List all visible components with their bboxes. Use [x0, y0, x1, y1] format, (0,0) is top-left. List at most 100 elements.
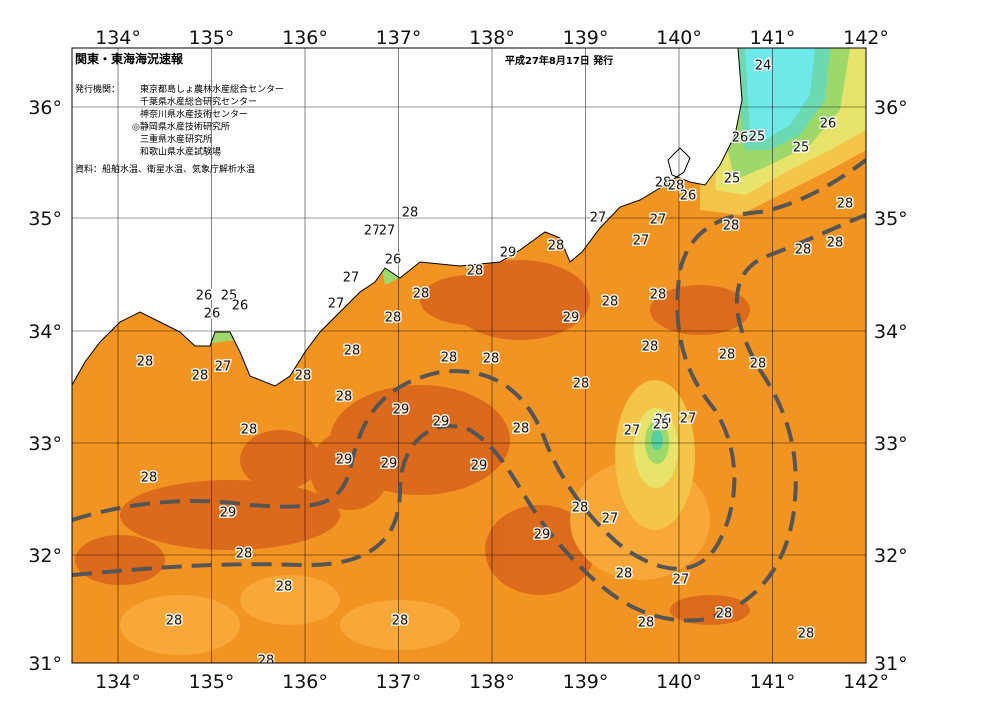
lat-label-right: 34° [874, 321, 908, 343]
lat-label-left: 34° [28, 321, 62, 343]
lat-label-right: 36° [874, 97, 908, 119]
contour-label: 27 [624, 424, 641, 439]
contour-label: 27 [650, 213, 667, 228]
contour-label: 28 [723, 219, 740, 234]
contour-label: 26 [204, 307, 221, 322]
contour-label: 28 [513, 422, 530, 437]
contour-label: 28 [638, 616, 655, 631]
lat-label-right: 33° [874, 433, 908, 455]
contour-label: 29 [220, 506, 237, 521]
contour-label: 28 [402, 206, 419, 221]
lon-label-bottom: 137° [376, 671, 422, 693]
contour-label: 28 [467, 264, 484, 279]
lat-label-left: 36° [28, 97, 62, 119]
lon-label-top: 142° [843, 27, 889, 49]
lat-label-right: 31° [874, 653, 908, 675]
contour-label: 27 [590, 211, 607, 226]
contour-label: 28 [837, 197, 854, 212]
issuer: 三重県水産研究所 [140, 133, 212, 145]
issuer-label: 発行機関： [75, 83, 120, 95]
contour-label: 27 [379, 224, 396, 239]
contour-label: 27 [680, 412, 697, 427]
lon-label-top: 141° [750, 27, 796, 49]
contour-label: 28 [750, 357, 767, 372]
lon-label-top: 135° [189, 27, 235, 49]
contour-label: 26 [820, 117, 837, 132]
contour-label: 28 [166, 614, 183, 629]
issuer: 神奈川県水産技術センター [140, 108, 248, 120]
issuer: 千葉県水産総合研究センター [140, 96, 257, 108]
issuer: 東京都島しょ農林水産総合センター [140, 83, 284, 95]
current-axis [72, 158, 866, 623]
contour-label: 28 [716, 607, 733, 622]
land [72, 48, 743, 387]
contour-label: 28 [441, 351, 458, 366]
contour-label: 25 [653, 418, 670, 433]
contour-label: 28 [276, 580, 293, 595]
lon-label-top: 137° [376, 27, 422, 49]
contour-label: 28 [548, 239, 565, 254]
contour-label: 26 [196, 289, 213, 304]
lon-label-bottom: 140° [656, 671, 702, 693]
contour-label: 28 [798, 627, 815, 642]
contour-label: 28 [258, 654, 275, 669]
contour-label: 26 [385, 253, 402, 268]
lon-label-bottom: 136° [282, 671, 328, 693]
contour-label: 24 [755, 59, 772, 74]
contour-label: 28 [572, 501, 589, 516]
lon-label-top: 140° [656, 27, 702, 49]
source: 資料：船舶水温、衛星水温、気象庁解析水温 [75, 163, 255, 175]
lon-label-bottom: 142° [843, 671, 889, 693]
lat-label-left: 32° [28, 545, 62, 567]
contour-label: 27 [673, 573, 690, 588]
lon-label-bottom: 139° [563, 671, 609, 693]
contour-label: 29 [381, 457, 398, 472]
contour-label: 28 [483, 352, 500, 367]
contour-label: 28 [385, 311, 402, 326]
contour-label: 28 [236, 547, 253, 562]
contour-label: 25 [793, 141, 810, 156]
lon-label-bottom: 141° [750, 671, 796, 693]
contour-label: 29 [393, 403, 410, 418]
contour-label: 28 [141, 471, 158, 486]
contour-label: 28 [642, 340, 659, 355]
contour-label: 27 [215, 360, 232, 375]
contour-label: 28 [795, 243, 812, 258]
contour-label: 28 [336, 390, 353, 405]
lon-label-top: 136° [282, 27, 328, 49]
contour-label: 29 [336, 453, 353, 468]
lon-label-bottom: 135° [189, 671, 235, 693]
contour-label: 27 [343, 271, 360, 286]
contour-label: 28 [573, 377, 590, 392]
map-frame [71, 47, 867, 664]
contour-label: 27 [602, 512, 619, 527]
issuer: 和歌山県水産試験場 [140, 146, 221, 158]
lat-label-right: 35° [874, 208, 908, 230]
contour-label: 28 [392, 614, 409, 629]
contour-label: 28 [295, 369, 312, 384]
contour-label: 25 [221, 289, 238, 304]
contour-label: 28 [668, 179, 685, 194]
contour-label: 28 [602, 295, 619, 310]
lon-label-bottom: 134° [95, 671, 141, 693]
lat-label-left: 35° [28, 208, 62, 230]
contour-label: 29 [534, 528, 551, 543]
contour-label: 28 [827, 236, 844, 251]
cool-patch [615, 380, 695, 530]
contour-label: 29 [500, 246, 517, 261]
contour-label: 28 [719, 348, 736, 363]
contour-label: 27 [364, 224, 381, 239]
contour-label: 28 [655, 176, 672, 191]
contour-label: 25 [749, 130, 766, 145]
contour-label: 29 [471, 459, 488, 474]
contour-label: 28 [192, 369, 209, 384]
contour-label: 29 [563, 311, 580, 326]
contour-label: 28 [413, 287, 430, 302]
contour-label: 28 [137, 355, 154, 370]
issuer: ◎静岡県水産技術研究所 [132, 121, 230, 133]
contour-label: 28 [616, 567, 633, 582]
contour-label: 28 [650, 288, 667, 303]
